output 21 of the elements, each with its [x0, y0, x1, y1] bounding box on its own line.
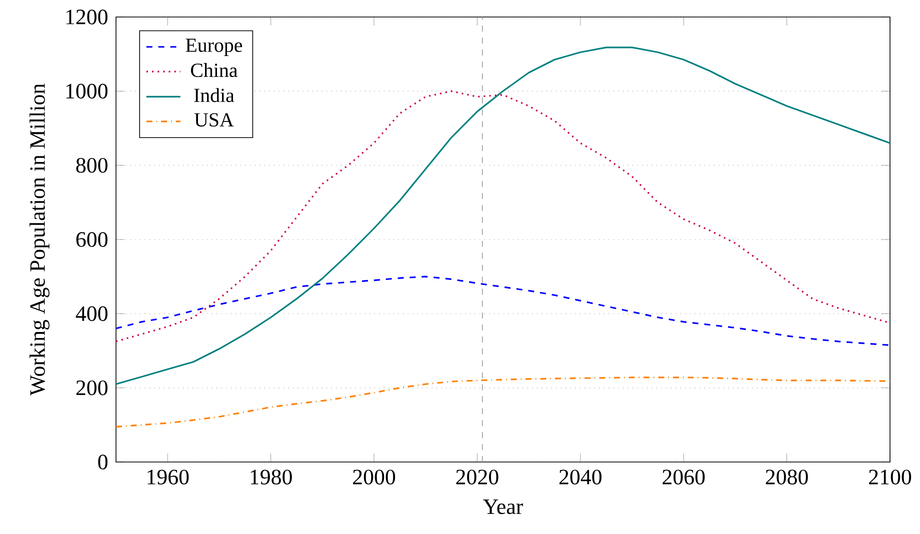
x-tick-label: 2100 [869, 470, 912, 484]
x-tick-label: 2020 [456, 470, 498, 484]
x-tick-label: 2060 [662, 470, 705, 484]
x-tick-label: 1960 [148, 470, 189, 484]
x-tick-label: 1980 [250, 470, 292, 484]
legend-label: China [190, 63, 238, 78]
y-tick-label: 200 [76, 380, 108, 396]
x-axis-title: Year [483, 500, 523, 514]
y-tick-label: 0 [98, 454, 108, 470]
y-tick-label: 1200 [66, 10, 108, 24]
y-tick-label: 800 [76, 158, 108, 173]
y-axis-title: Working Age Population in Million [30, 84, 50, 396]
legend-label: USA [194, 113, 234, 127]
x-tick-label: 2040 [559, 470, 602, 484]
legend-label: India [194, 88, 234, 102]
x-tick-label: 2080 [766, 470, 808, 484]
legend-label: Europe [186, 38, 242, 56]
y-tick-label: 600 [76, 232, 108, 247]
y-tick-label: 1000 [66, 84, 108, 99]
x-tick-label: 2000 [353, 470, 396, 484]
y-tick-label: 400 [76, 306, 108, 322]
